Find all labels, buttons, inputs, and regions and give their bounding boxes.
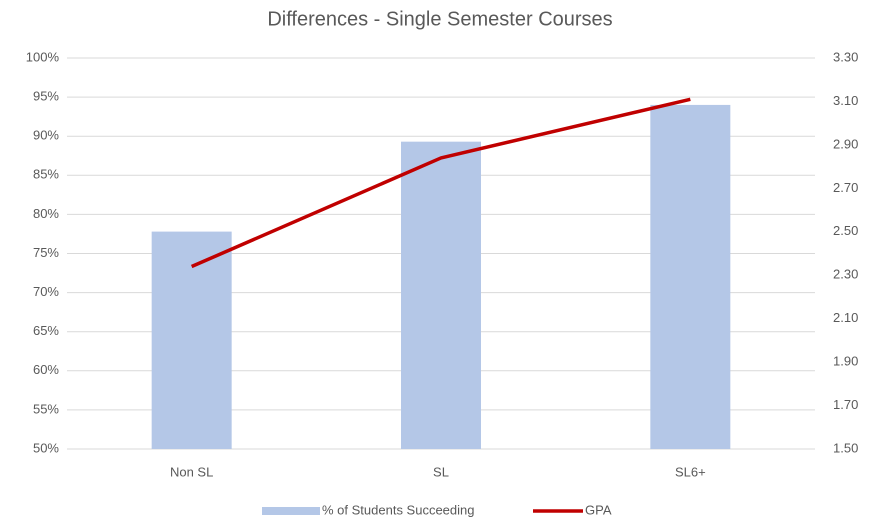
y2-tick-label: 2.50 bbox=[833, 223, 858, 238]
y2-tick-label: 2.10 bbox=[833, 310, 858, 325]
y-tick-label: 50% bbox=[33, 440, 59, 455]
legend-label: % of Students Succeeding bbox=[322, 502, 475, 517]
line bbox=[190, 97, 691, 269]
bar bbox=[650, 104, 731, 450]
y-tick-label: 55% bbox=[33, 401, 59, 416]
legend-swatch bbox=[262, 507, 320, 515]
x-tick-label: SL bbox=[433, 464, 449, 479]
y2-tick-label: 3.10 bbox=[833, 93, 858, 108]
bar bbox=[151, 231, 232, 449]
y2-tick-label: 1.70 bbox=[833, 397, 858, 412]
y-tick-label: 65% bbox=[33, 323, 59, 338]
y2-tick-label: 3.30 bbox=[833, 49, 858, 64]
y-tick-label: 85% bbox=[33, 167, 59, 182]
y2-tick-label: 1.90 bbox=[833, 354, 858, 369]
y-tick-label: 95% bbox=[33, 89, 59, 104]
legend-label: GPA bbox=[585, 502, 612, 517]
x-tick-label: SL6+ bbox=[675, 464, 706, 479]
y-tick-label: 90% bbox=[33, 128, 59, 143]
chart-title: Differences - Single Semester Courses bbox=[267, 8, 612, 30]
x-tick-label: Non SL bbox=[170, 464, 213, 479]
bar bbox=[401, 141, 481, 449]
y-tick-label: 80% bbox=[33, 206, 59, 221]
y-tick-label: 70% bbox=[33, 284, 59, 299]
y2-tick-label: 2.30 bbox=[833, 267, 858, 282]
y2-tick-label: 1.50 bbox=[833, 440, 858, 455]
y-tick-label: 75% bbox=[33, 245, 59, 260]
y2-tick-label: 2.90 bbox=[833, 136, 858, 151]
y2-tick-label: 2.70 bbox=[833, 180, 858, 195]
y-tick-label: 100% bbox=[26, 49, 60, 64]
y-tick-label: 60% bbox=[33, 362, 59, 377]
